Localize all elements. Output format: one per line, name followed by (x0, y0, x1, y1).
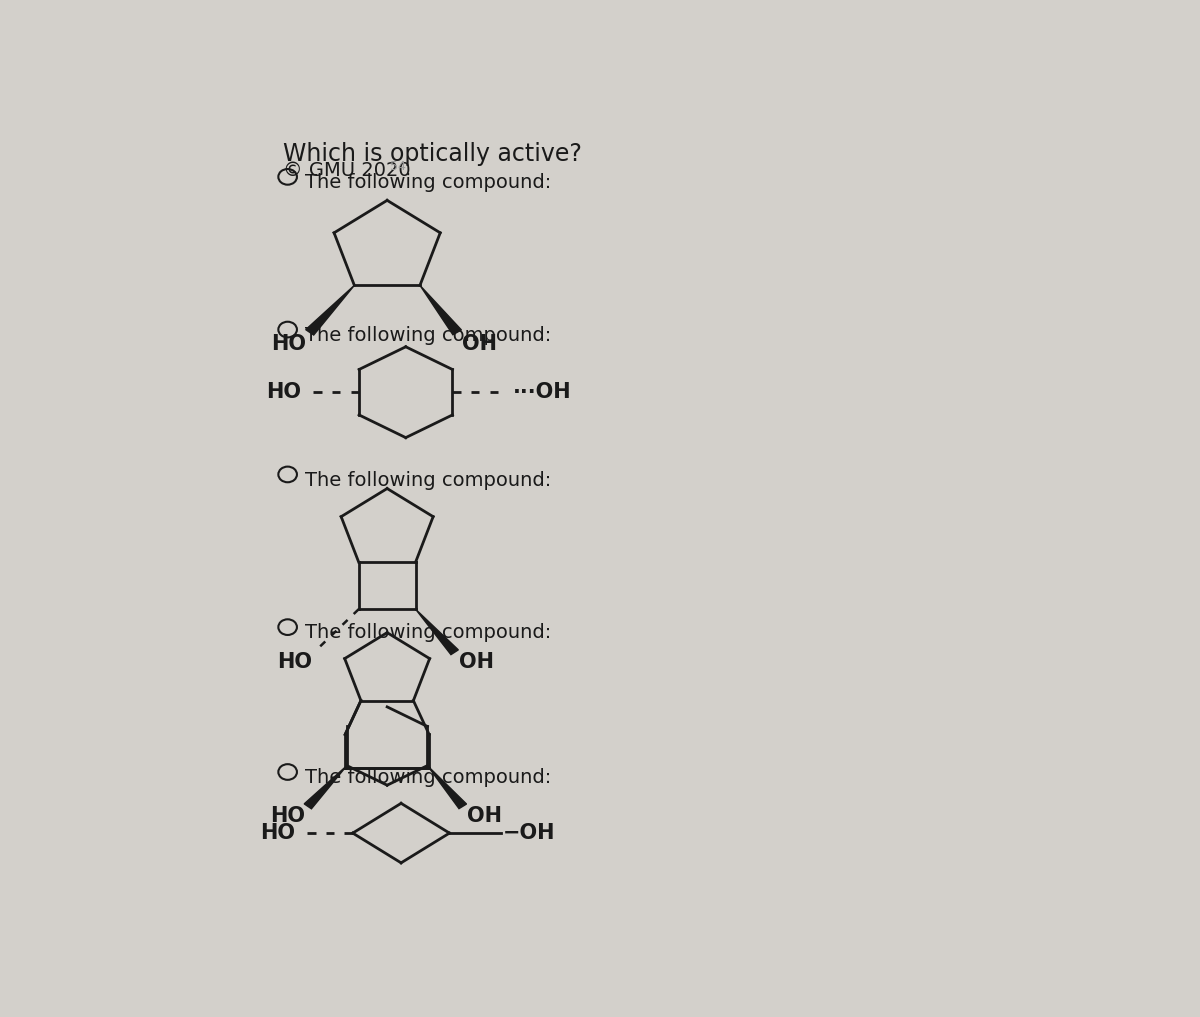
Text: Which is optically active?: Which is optically active? (283, 141, 582, 166)
Text: OH: OH (462, 334, 497, 354)
Polygon shape (415, 609, 458, 655)
Text: The following compound:: The following compound: (305, 623, 552, 642)
Text: The following compound:: The following compound: (305, 768, 552, 787)
Text: HO: HO (271, 805, 306, 826)
Text: HO: HO (266, 382, 301, 402)
Text: The following compound:: The following compound: (305, 471, 552, 489)
Text: HO: HO (259, 823, 295, 843)
Polygon shape (305, 766, 347, 809)
Text: HO: HO (271, 334, 306, 354)
Polygon shape (306, 286, 354, 335)
Text: © GMU 2020: © GMU 2020 (283, 161, 410, 180)
Text: HO: HO (277, 652, 312, 671)
Text: OH: OH (460, 652, 494, 671)
Text: The following compound:: The following compound: (305, 173, 552, 192)
Polygon shape (420, 286, 462, 335)
Text: 54: 54 (390, 160, 406, 173)
Text: −OH: −OH (503, 823, 554, 843)
Polygon shape (427, 766, 467, 809)
Text: ···OH: ···OH (512, 382, 571, 402)
Text: The following compound:: The following compound: (305, 325, 552, 345)
Text: OH: OH (468, 805, 503, 826)
